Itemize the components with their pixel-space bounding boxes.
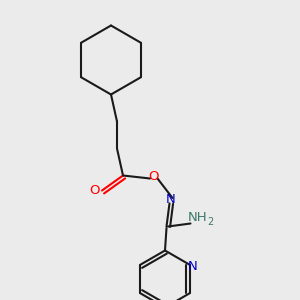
Text: N: N: [166, 193, 176, 206]
Text: O: O: [149, 170, 159, 184]
Text: N: N: [188, 260, 198, 273]
Text: 2: 2: [208, 217, 214, 227]
Text: NH: NH: [188, 211, 208, 224]
Text: O: O: [89, 184, 100, 197]
